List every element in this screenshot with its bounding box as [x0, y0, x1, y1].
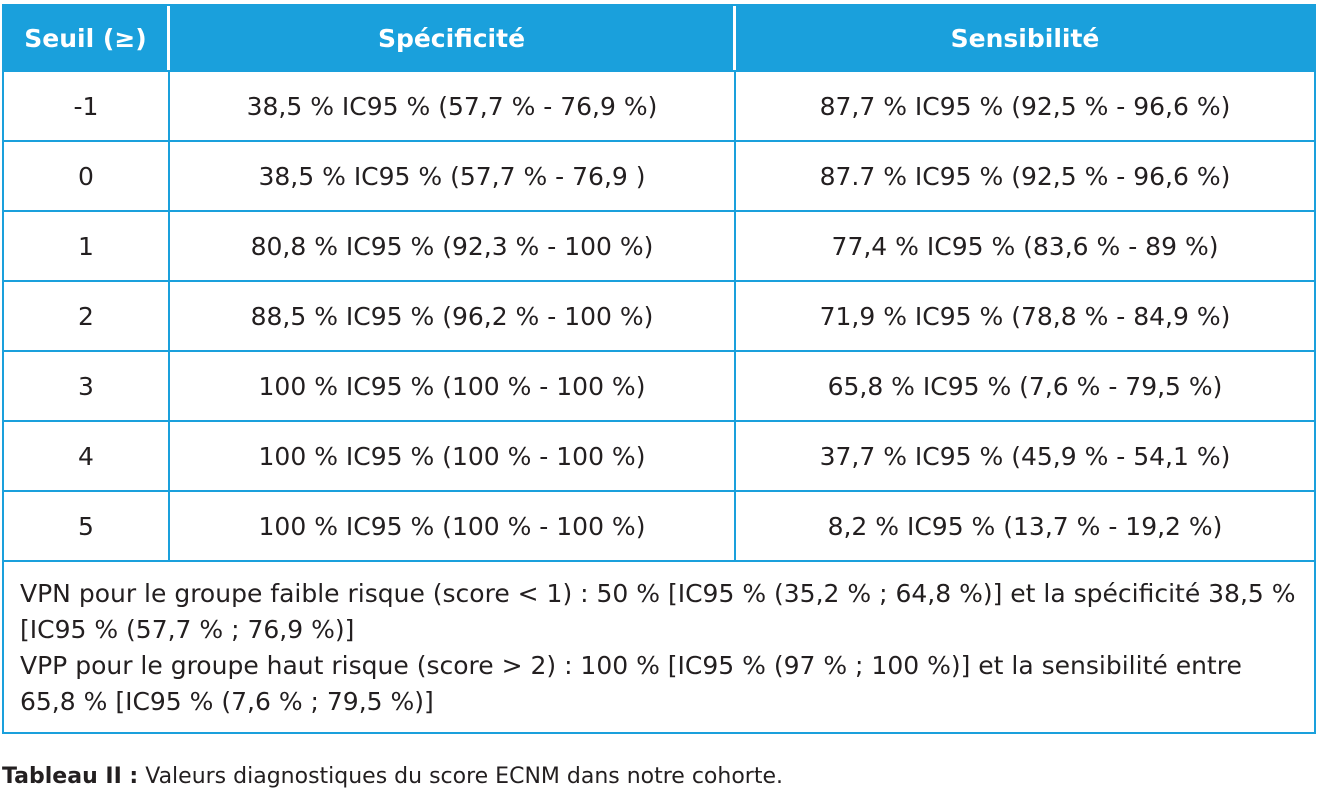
- cell-sensibilite: 65,8 % IC95 % (7,6 % - 79,5 %): [827, 371, 1223, 401]
- cell-sensibilite: 87,7 % IC95 % (92,5 % - 96,6 %): [819, 91, 1231, 121]
- caption-label: Tableau II :: [2, 764, 139, 789]
- table-row: 5 100 % IC95 % (100 % - 100 %) 8,2 % IC9…: [4, 492, 1314, 562]
- table-row: 4 100 % IC95 % (100 % - 100 %) 37,7 % IC…: [4, 422, 1314, 492]
- cell-sensibilite: 77,4 % IC95 % (83,6 % - 89 %): [831, 231, 1219, 261]
- table-header-row: Seuil (≥) Spécificité Sensibilité: [4, 6, 1314, 72]
- cell-specificite: 100 % IC95 % (100 % - 100 %): [170, 422, 736, 490]
- header-seuil: Seuil (≥): [4, 6, 170, 70]
- note-vpn: VPN pour le groupe faible risque (score …: [20, 579, 1296, 644]
- cell-seuil: -1: [4, 72, 170, 140]
- cell-specificite: 100 % IC95 % (100 % - 100 %): [170, 352, 736, 420]
- cell-sensibilite: 8,2 % IC95 % (13,7 % - 19,2 %): [827, 511, 1223, 541]
- caption-text: Valeurs diagnostiques du score ECNM dans…: [138, 764, 783, 789]
- cell-sensibilite: 71,9 % IC95 % (78,8 % - 84,9 %): [819, 301, 1231, 331]
- table-row: -1 38,5 % IC95 % (57,7 % - 76,9 %) 87,7 …: [4, 72, 1314, 142]
- cell-seuil: 4: [4, 422, 170, 490]
- table-notes: VPN pour le groupe faible risque (score …: [4, 562, 1314, 732]
- results-table: Seuil (≥) Spécificité Sensibilité -1 38,…: [2, 4, 1316, 734]
- cell-specificite: 88,5 % IC95 % (96,2 % - 100 %): [170, 282, 736, 350]
- table-row: 3 100 % IC95 % (100 % - 100 %) 65,8 % IC…: [4, 352, 1314, 422]
- table-caption: Tableau II : Valeurs diagnostiques du sc…: [2, 764, 783, 789]
- cell-specificite: 38,5 % IC95 % (57,7 % - 76,9 ): [170, 142, 736, 210]
- header-sensibilite: Sensibilité: [950, 23, 1100, 53]
- table-row: 2 88,5 % IC95 % (96,2 % - 100 %) 71,9 % …: [4, 282, 1314, 352]
- cell-seuil: 0: [4, 142, 170, 210]
- cell-seuil: 5: [4, 492, 170, 560]
- note-vpp: VPP pour le groupe haut risque (score > …: [20, 651, 1242, 716]
- cell-specificite: 80,8 % IC95 % (92,3 % - 100 %): [170, 212, 736, 280]
- header-specificite: Spécificité: [170, 6, 736, 70]
- table-row: 1 80,8 % IC95 % (92,3 % - 100 %) 77,4 % …: [4, 212, 1314, 282]
- cell-sensibilite: 87.7 % IC95 % (92,5 % - 96,6 %): [819, 161, 1231, 191]
- cell-specificite: 38,5 % IC95 % (57,7 % - 76,9 %): [170, 72, 736, 140]
- cell-seuil: 2: [4, 282, 170, 350]
- cell-specificite: 100 % IC95 % (100 % - 100 %): [170, 492, 736, 560]
- cell-sensibilite: 37,7 % IC95 % (45,9 % - 54,1 %): [819, 441, 1231, 471]
- cell-seuil: 3: [4, 352, 170, 420]
- table-row: 0 38,5 % IC95 % (57,7 % - 76,9 ) 87.7 % …: [4, 142, 1314, 212]
- cell-seuil: 1: [4, 212, 170, 280]
